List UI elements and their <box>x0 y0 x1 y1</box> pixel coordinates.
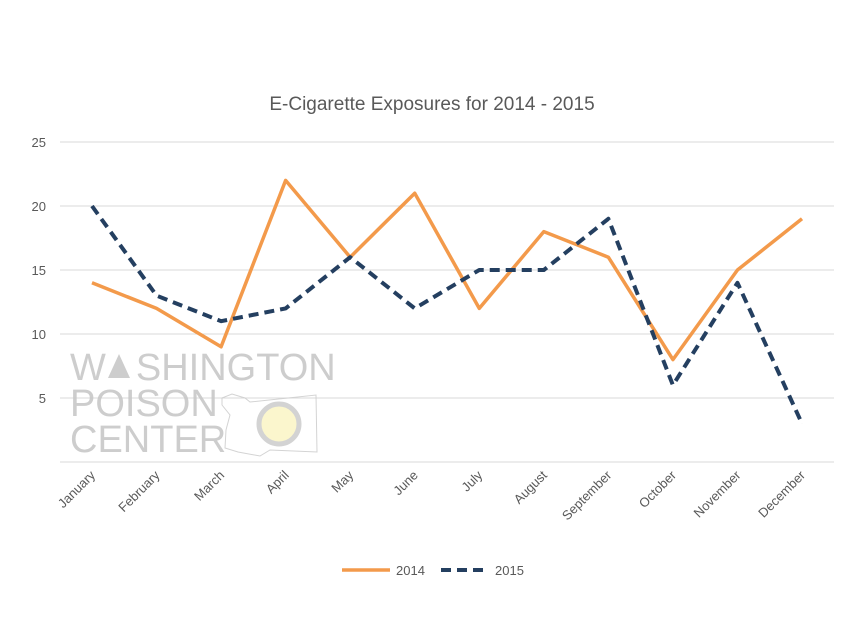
y-tick-label: 5 <box>39 391 46 406</box>
x-tick-label: December <box>755 467 808 520</box>
x-tick-label: March <box>191 468 227 504</box>
legend-label: 2015 <box>495 563 524 578</box>
mr-yuk-face-icon <box>259 404 299 444</box>
x-tick-label: June <box>390 468 421 499</box>
logo-line3: CENTER <box>70 419 226 461</box>
legend-label: 2014 <box>396 563 425 578</box>
x-tick-label: February <box>115 467 163 515</box>
x-tick-label: July <box>458 467 485 494</box>
x-tick-label: August <box>511 467 550 506</box>
x-tick-label: October <box>636 467 680 511</box>
x-tick-label: April <box>263 467 292 496</box>
y-tick-label: 25 <box>32 135 46 150</box>
y-tick-label: 20 <box>32 199 46 214</box>
x-tick-label: November <box>691 467 744 520</box>
y-tick-label: 10 <box>32 327 46 342</box>
x-tick-label: September <box>559 467 615 523</box>
x-tick-label: May <box>328 467 356 495</box>
y-tick-label: 15 <box>32 263 46 278</box>
x-tick-label: January <box>55 467 99 511</box>
chart-title: E-Cigarette Exposures for 2014 - 2015 <box>269 94 594 115</box>
tree-icon <box>108 354 130 378</box>
